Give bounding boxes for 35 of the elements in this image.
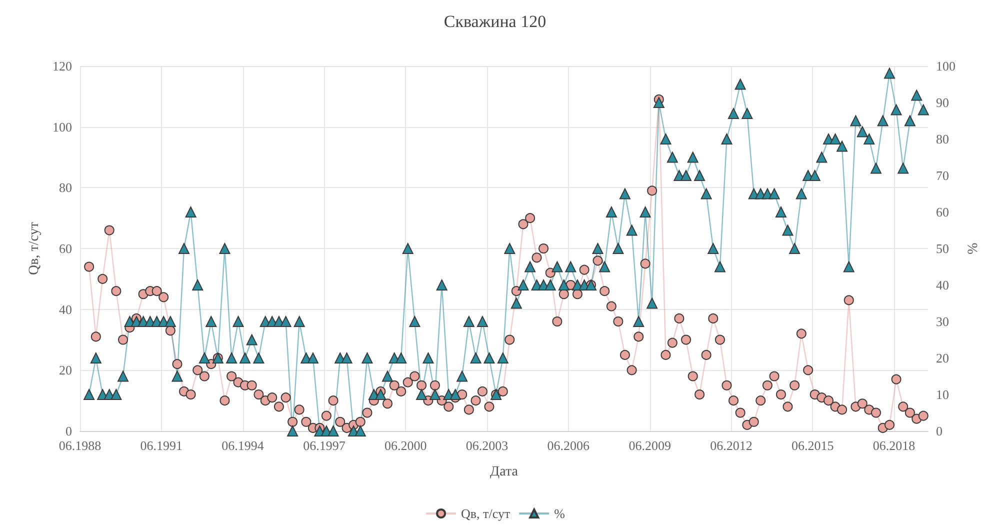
y-tick-label: 40 (59, 302, 72, 317)
x-tick-label: 06.2018 (872, 438, 916, 453)
y2-tick-label: 90 (936, 95, 949, 110)
y-tick-label: 120 (52, 58, 72, 74)
y2-tick-label: 80 (936, 132, 949, 146)
x-tick-label: 06.1991 (140, 438, 182, 453)
x-axis-title: Дата (490, 464, 519, 480)
y2-axis-title: % (966, 242, 981, 254)
y-tick-label: 0 (66, 424, 72, 438)
y2-tick-label: 10 (936, 387, 949, 402)
y2-tick-label: 40 (936, 278, 949, 292)
x-tick-label: 06.2009 (628, 438, 671, 453)
chart-title: Скважина 120 (444, 12, 546, 31)
y2-tick-label: 50 (936, 241, 949, 256)
legend-label: Qв, т/сут (461, 506, 510, 521)
y2-tick-label: 100 (936, 58, 956, 74)
y2-tick-label: 30 (936, 314, 949, 329)
x-tick-label: 06.1994 (222, 438, 264, 453)
x-tick-label: 06.1988 (58, 438, 102, 453)
y2-tick-label: 70 (936, 168, 949, 183)
y-tick-label: 20 (59, 362, 72, 378)
x-tick-label: 06.2015 (791, 438, 834, 453)
y-axis-title: Qв, т/сут (27, 222, 42, 275)
x-tick-label: 06.2006 (547, 438, 590, 453)
legend-label: % (554, 506, 566, 521)
x-tick-label: 06.2012 (710, 438, 752, 453)
y2-tick-label: 0 (936, 424, 942, 438)
x-tick-label: 06.2003 (466, 438, 508, 453)
y-tick-label: 100 (52, 119, 72, 134)
y-tick-label: 60 (59, 241, 72, 256)
y2-tick-label: 60 (936, 204, 949, 220)
y2-tick-label: 20 (936, 350, 949, 366)
y-tick-label: 80 (59, 180, 72, 196)
x-tick-label: 06.1997 (303, 438, 346, 453)
x-tick-label: 06.2000 (384, 438, 427, 453)
